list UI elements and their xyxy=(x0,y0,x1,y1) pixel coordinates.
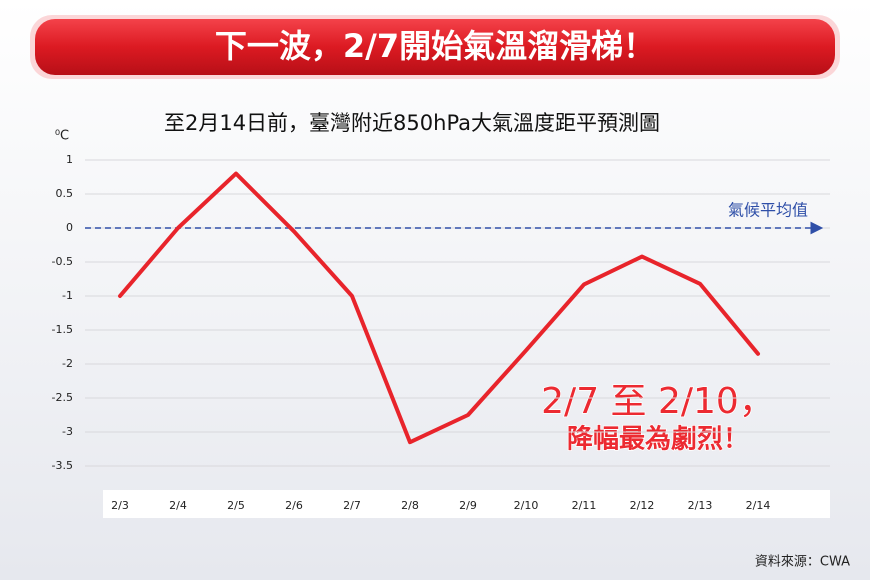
x-tick-label: 2/8 xyxy=(401,499,419,512)
y-tick-label: -3 xyxy=(62,425,73,438)
y-unit: ⁰C xyxy=(55,129,69,144)
y-tick-label: 0.5 xyxy=(56,187,74,200)
y-tick-label: -2 xyxy=(62,357,73,370)
x-tick-label: 2/12 xyxy=(630,499,655,512)
y-tick-label: -1 xyxy=(62,289,73,302)
banner xyxy=(35,19,835,75)
chart-title: 至2月14日前，臺灣附近850hPa大氣溫度距平預測圖 xyxy=(164,111,660,135)
x-tick-label: 2/13 xyxy=(688,499,713,512)
x-tick-label: 2/11 xyxy=(572,499,597,512)
x-tick-label: 2/9 xyxy=(459,499,477,512)
x-tick-label: 2/4 xyxy=(169,499,187,512)
y-tick-label: -1.5 xyxy=(52,323,73,336)
banner-title: 下一波，2/7開始氣溫溜滑梯！ xyxy=(215,27,655,65)
x-tick-label: 2/6 xyxy=(285,499,303,512)
x-tick-label: 2/7 xyxy=(343,499,361,512)
y-tick-label: -2.5 xyxy=(52,391,73,404)
x-tick-label: 2/5 xyxy=(227,499,245,512)
annotation: 2/7 至 2/10， xyxy=(541,381,775,422)
x-tick-label: 2/3 xyxy=(111,499,129,512)
source: 資料來源：CWA xyxy=(755,555,850,570)
data-line xyxy=(118,171,760,445)
y-tick-label: 1 xyxy=(66,153,73,166)
annotation: 降幅最為劇烈！ xyxy=(567,425,749,455)
y-tick-label: -0.5 xyxy=(52,255,73,268)
y-tick-label: -3.5 xyxy=(52,459,73,472)
reference-label: 氣候平均值 xyxy=(728,201,808,220)
x-tick-label: 2/10 xyxy=(514,499,539,512)
x-tick-label: 2/14 xyxy=(746,499,771,512)
x-axis-band xyxy=(103,490,830,518)
y-tick-label: 0 xyxy=(66,221,73,234)
